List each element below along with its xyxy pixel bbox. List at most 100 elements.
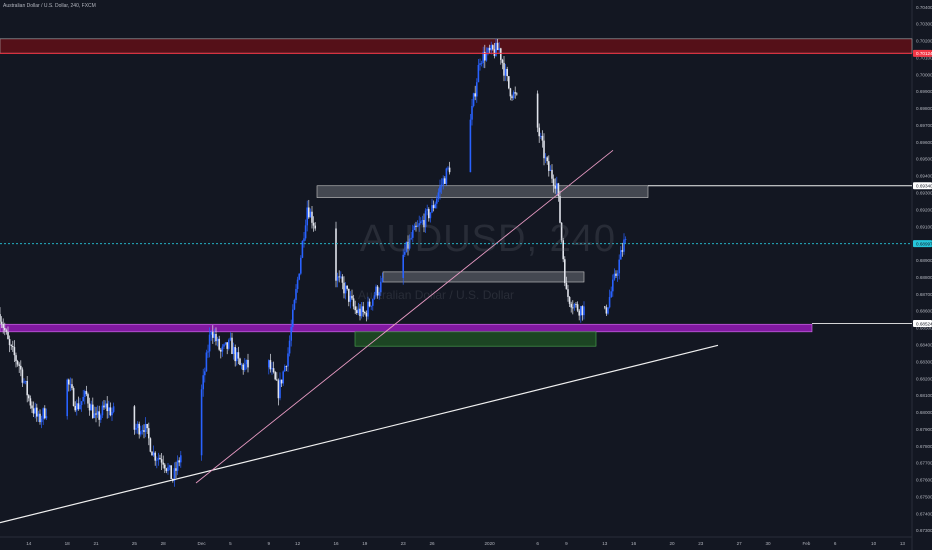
y-tick-label: 0.68200 bbox=[916, 376, 932, 381]
candle-body bbox=[207, 351, 209, 353]
candle-body bbox=[341, 276, 344, 283]
candle-body bbox=[580, 306, 582, 316]
x-tick-label: 6 bbox=[536, 541, 539, 546]
x-tick-label: 21 bbox=[93, 541, 99, 546]
x-tick-label: 9 bbox=[268, 541, 271, 546]
candle-body bbox=[146, 424, 148, 429]
candle-body bbox=[607, 307, 609, 314]
candle-body bbox=[552, 178, 555, 186]
candle-body bbox=[170, 465, 172, 480]
candle-body bbox=[290, 327, 292, 341]
candle-body bbox=[420, 221, 422, 224]
candle-body bbox=[504, 68, 507, 76]
candle-body bbox=[79, 404, 81, 409]
candle-body bbox=[306, 207, 308, 226]
candle-body bbox=[501, 59, 504, 63]
candle-body bbox=[564, 259, 566, 283]
candle-body bbox=[103, 405, 105, 408]
candle-body bbox=[381, 277, 384, 282]
candle-body bbox=[168, 465, 171, 468]
candle-body bbox=[13, 347, 16, 356]
candle-body bbox=[98, 411, 100, 420]
y-tick-label: 0.68000 bbox=[916, 410, 932, 415]
candle-body bbox=[488, 47, 491, 51]
candle-body bbox=[352, 298, 355, 307]
candle-body bbox=[26, 381, 28, 396]
candle-body bbox=[68, 379, 70, 385]
candle-body bbox=[100, 415, 102, 420]
candle-body bbox=[154, 452, 156, 461]
x-tick-label: 12 bbox=[295, 541, 301, 546]
x-tick-label: 16 bbox=[631, 541, 637, 546]
candle-body bbox=[40, 418, 43, 423]
candle-body bbox=[612, 279, 614, 292]
candle-body bbox=[496, 42, 499, 51]
candle-body bbox=[500, 48, 502, 60]
candle-body bbox=[482, 51, 484, 63]
candle-body bbox=[604, 306, 606, 308]
support-price-badge bbox=[913, 320, 932, 328]
candle-body bbox=[15, 355, 17, 362]
candle-body bbox=[292, 309, 294, 328]
candle-body bbox=[477, 64, 480, 83]
candle-body bbox=[380, 281, 382, 293]
candle-body bbox=[162, 462, 164, 465]
candle-body bbox=[445, 168, 448, 184]
candle-body bbox=[93, 413, 96, 418]
x-tick-label: Dec bbox=[198, 541, 207, 546]
line-price-text: 0.69340 bbox=[916, 184, 932, 189]
candle-body bbox=[338, 276, 340, 278]
candle-body bbox=[346, 285, 348, 289]
candle-body bbox=[7, 331, 9, 340]
candle-body bbox=[85, 391, 88, 395]
candle-body bbox=[576, 304, 579, 311]
candle-body bbox=[224, 342, 227, 345]
candle-body bbox=[348, 288, 350, 302]
candle-body bbox=[471, 105, 473, 120]
candle-body bbox=[72, 388, 75, 406]
candle-body bbox=[312, 222, 315, 226]
candle-body bbox=[404, 251, 406, 255]
candle-body bbox=[274, 372, 276, 380]
candle-body bbox=[578, 310, 580, 316]
candle-body bbox=[336, 276, 339, 281]
candle-body bbox=[418, 223, 420, 226]
candle-body bbox=[300, 257, 302, 274]
candle-body bbox=[479, 63, 481, 65]
candle-body bbox=[410, 237, 412, 239]
candle-body bbox=[32, 408, 35, 414]
x-tick-label: 13 bbox=[602, 541, 608, 546]
candle-body bbox=[495, 42, 497, 56]
watermark-symbol: AUDUSD, 240 bbox=[360, 218, 616, 260]
candle-body bbox=[159, 457, 161, 460]
candle-body bbox=[101, 405, 104, 416]
candle-body bbox=[87, 394, 89, 404]
candle-body bbox=[149, 438, 152, 452]
candle-body bbox=[485, 52, 488, 61]
candle-body bbox=[180, 455, 182, 463]
candle-body bbox=[208, 334, 211, 352]
candle-body bbox=[343, 282, 345, 294]
candle-body bbox=[247, 359, 249, 368]
candle-body bbox=[426, 209, 428, 211]
candle-body bbox=[492, 45, 494, 50]
candle-body bbox=[44, 408, 46, 419]
symbol-header: Australian Dollar / U.S. Dollar, 240, FX… bbox=[3, 3, 96, 9]
y-tick-label: 0.69200 bbox=[916, 207, 932, 212]
candle-body bbox=[304, 225, 307, 239]
candle-body bbox=[151, 451, 153, 456]
candle-body bbox=[407, 241, 409, 249]
watermark-description: Australian Dollar / U.S. Dollar bbox=[358, 288, 515, 302]
candle-body bbox=[335, 228, 337, 281]
candle-body bbox=[144, 424, 147, 433]
candle-body bbox=[415, 225, 417, 227]
candle-body bbox=[484, 51, 486, 61]
y-tick-label: 0.68500 bbox=[916, 326, 932, 331]
x-tick-label: Feb bbox=[802, 541, 810, 546]
candle-body bbox=[512, 92, 515, 99]
candle-body bbox=[472, 93, 475, 106]
y-tick-label: 0.68900 bbox=[916, 258, 932, 263]
candle-body bbox=[141, 430, 144, 432]
